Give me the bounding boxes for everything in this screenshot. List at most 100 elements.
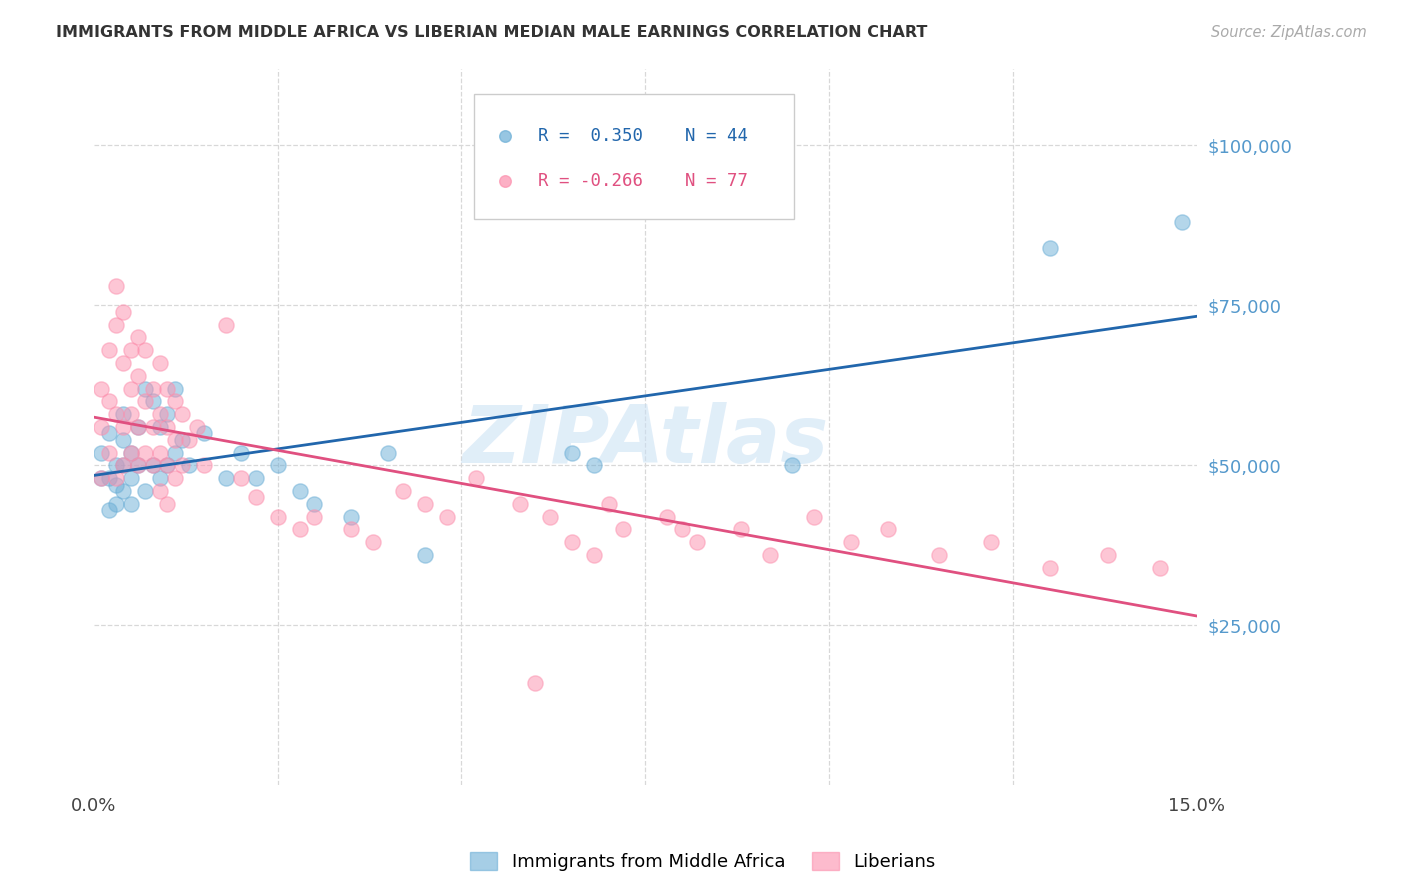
Point xyxy=(172,407,194,421)
Point xyxy=(538,509,561,524)
Point xyxy=(120,445,142,459)
Point xyxy=(127,420,149,434)
Point xyxy=(104,471,127,485)
Point xyxy=(340,523,363,537)
Point xyxy=(163,382,186,396)
Point xyxy=(112,458,135,473)
Point xyxy=(104,407,127,421)
Point xyxy=(509,497,531,511)
Text: IMMIGRANTS FROM MIDDLE AFRICA VS LIBERIAN MEDIAN MALE EARNINGS CORRELATION CHART: IMMIGRANTS FROM MIDDLE AFRICA VS LIBERIA… xyxy=(56,25,928,40)
Point xyxy=(156,420,179,434)
Point xyxy=(1149,561,1171,575)
Point xyxy=(142,394,165,409)
Point xyxy=(172,458,194,473)
Point xyxy=(612,523,634,537)
Point xyxy=(413,548,436,562)
Point xyxy=(163,471,186,485)
Point xyxy=(803,509,825,524)
Point xyxy=(134,445,156,459)
Point xyxy=(980,535,1002,549)
Point xyxy=(561,535,583,549)
Point xyxy=(120,343,142,358)
Point xyxy=(172,433,194,447)
Point xyxy=(215,318,238,332)
Point xyxy=(142,458,165,473)
Point xyxy=(179,458,201,473)
Point xyxy=(186,420,208,434)
Point xyxy=(156,382,179,396)
Point xyxy=(127,458,149,473)
Point xyxy=(179,433,201,447)
Point xyxy=(928,548,950,562)
Point xyxy=(112,356,135,370)
Point xyxy=(156,497,179,511)
Point xyxy=(229,471,252,485)
Point xyxy=(245,491,267,505)
Point xyxy=(127,368,149,383)
Point xyxy=(127,420,149,434)
Point xyxy=(97,503,120,517)
Point xyxy=(142,382,165,396)
Point xyxy=(90,445,112,459)
Point xyxy=(90,471,112,485)
Text: R =  0.350    N = 44: R = 0.350 N = 44 xyxy=(538,128,748,145)
Point xyxy=(134,343,156,358)
Point xyxy=(288,523,311,537)
Point xyxy=(120,407,142,421)
Point xyxy=(104,477,127,491)
Point xyxy=(163,445,186,459)
Point xyxy=(267,509,290,524)
Point xyxy=(120,471,142,485)
Point xyxy=(149,471,172,485)
Text: ZIPAtlas: ZIPAtlas xyxy=(463,402,828,480)
Point xyxy=(391,483,413,498)
Point xyxy=(288,483,311,498)
Text: R = -0.266    N = 77: R = -0.266 N = 77 xyxy=(538,172,748,190)
Point xyxy=(782,458,804,473)
Point xyxy=(90,420,112,434)
Text: Source: ZipAtlas.com: Source: ZipAtlas.com xyxy=(1211,25,1367,40)
Point xyxy=(163,394,186,409)
Point xyxy=(149,483,172,498)
Point xyxy=(120,382,142,396)
Point xyxy=(657,509,679,524)
Point xyxy=(156,458,179,473)
Point xyxy=(104,497,127,511)
Point xyxy=(671,523,693,537)
Point xyxy=(413,497,436,511)
Point xyxy=(163,433,186,447)
Point xyxy=(149,420,172,434)
Legend: Immigrants from Middle Africa, Liberians: Immigrants from Middle Africa, Liberians xyxy=(463,846,943,879)
Point xyxy=(104,458,127,473)
Point xyxy=(304,497,326,511)
Point xyxy=(377,445,399,459)
Point xyxy=(245,471,267,485)
Point xyxy=(340,509,363,524)
Point xyxy=(120,497,142,511)
Point xyxy=(156,458,179,473)
Point xyxy=(229,445,252,459)
Point xyxy=(90,471,112,485)
Point xyxy=(465,471,488,485)
Point xyxy=(97,343,120,358)
FancyBboxPatch shape xyxy=(474,94,794,219)
Point xyxy=(127,330,149,344)
Point xyxy=(215,471,238,485)
Point xyxy=(876,523,898,537)
Point xyxy=(134,394,156,409)
Point xyxy=(561,445,583,459)
Point xyxy=(149,356,172,370)
Point xyxy=(759,548,782,562)
Point xyxy=(112,433,135,447)
Point xyxy=(582,548,605,562)
Point xyxy=(686,535,709,549)
Point xyxy=(97,394,120,409)
Point xyxy=(267,458,290,473)
Point xyxy=(120,445,142,459)
Point xyxy=(134,382,156,396)
Point xyxy=(193,458,215,473)
Point xyxy=(1097,548,1119,562)
Point xyxy=(839,535,862,549)
Point xyxy=(149,407,172,421)
Point xyxy=(730,523,752,537)
